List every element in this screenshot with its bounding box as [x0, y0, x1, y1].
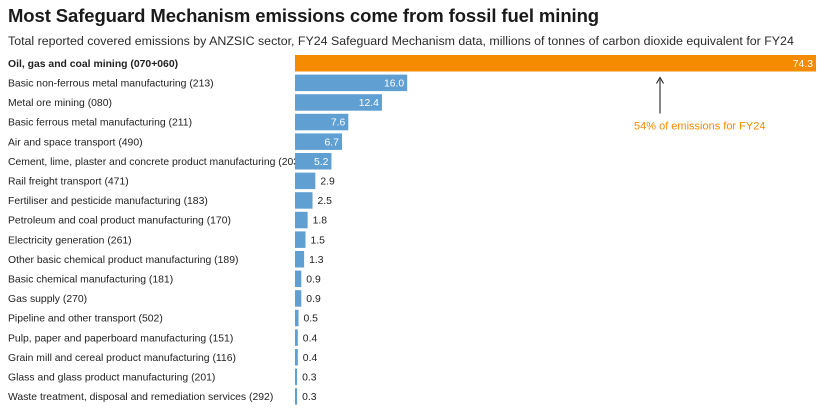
value-label: 1.3 [309, 255, 324, 266]
annotation-text: 54% of emissions for FY24 [634, 121, 765, 133]
chart-title: Most Safeguard Mechanism emissions come … [8, 5, 599, 26]
bar [295, 192, 313, 209]
annotation-arrowhead [656, 76, 664, 84]
bar [295, 290, 302, 307]
bar [295, 133, 342, 150]
bar [295, 55, 816, 72]
value-label: 7.6 [331, 118, 346, 129]
value-label: 16.0 [384, 78, 404, 89]
category-label: Fertiliser and pesticide manufacturing (… [8, 196, 208, 207]
bar [295, 74, 408, 92]
value-label: 0.5 [304, 314, 319, 325]
value-label: 74.3 [793, 59, 813, 70]
bar [295, 368, 298, 386]
value-label: 0.4 [303, 353, 318, 364]
bar [295, 211, 308, 229]
category-label: Electricity generation (261) [8, 235, 132, 246]
category-label: Basic non-ferrous metal manufacturing (2… [8, 78, 214, 89]
bar [295, 113, 349, 131]
bar [295, 172, 316, 190]
bar [295, 388, 298, 405]
bar [295, 329, 298, 346]
category-label: Cement, lime, plaster and concrete produ… [8, 157, 303, 168]
bar [295, 94, 382, 111]
value-label: 6.7 [325, 137, 340, 148]
category-label: Air and space transport (490) [8, 137, 143, 148]
value-label: 0.3 [302, 372, 317, 383]
bar [295, 231, 306, 248]
value-label: 0.4 [303, 333, 318, 344]
value-label: 5.2 [314, 157, 329, 168]
category-label: Petroleum and coal product manufacturing… [8, 216, 231, 227]
value-label: 1.8 [313, 216, 328, 227]
bar [295, 251, 305, 268]
value-label: 0.9 [306, 274, 321, 285]
category-label: Gas supply (270) [8, 294, 87, 305]
category-label: Metal ore mining (080) [8, 98, 112, 109]
category-label: Rail freight transport (471) [8, 176, 129, 187]
value-label: 2.9 [320, 176, 335, 187]
category-label: Grain mill and cereal product manufactur… [8, 353, 236, 364]
category-label: Other basic chemical product manufacturi… [8, 255, 238, 266]
category-label: Pipeline and other transport (502) [8, 314, 163, 325]
category-label: Basic chemical manufacturing (181) [8, 274, 173, 285]
category-label: Oil, gas and coal mining (070+060) [8, 59, 178, 70]
category-label: Glass and glass product manufacturing (2… [8, 372, 215, 383]
bar [295, 153, 332, 170]
value-label: 0.3 [302, 392, 317, 403]
value-label: 2.5 [318, 196, 333, 207]
category-label: Basic ferrous metal manufacturing (211) [8, 118, 192, 129]
value-label: 0.9 [306, 294, 321, 305]
value-label: 1.5 [311, 235, 326, 246]
bar [295, 270, 302, 288]
value-label: 12.4 [359, 98, 379, 109]
chart-subtitle: Total reported covered emissions by ANZS… [8, 34, 794, 48]
category-label: Pulp, paper and paperboard manufacturing… [8, 333, 233, 344]
bar [295, 309, 299, 327]
bar [295, 349, 298, 366]
category-label: Waste treatment, disposal and remediatio… [8, 392, 273, 403]
